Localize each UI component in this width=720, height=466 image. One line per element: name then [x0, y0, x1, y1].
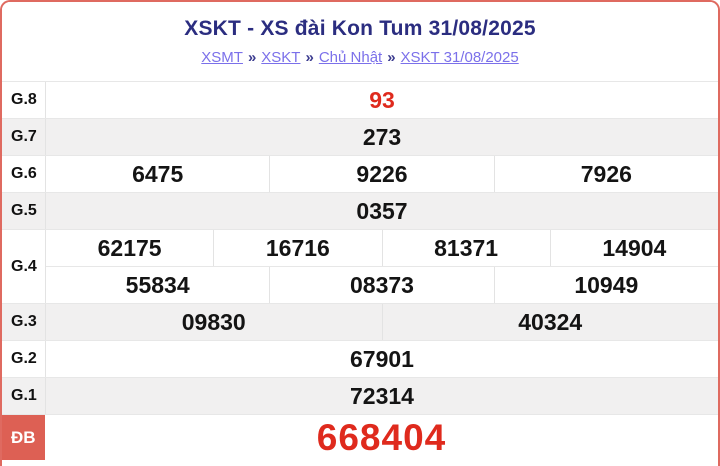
prize-values-g1: 72314 [45, 378, 718, 414]
breadcrumb-link-xskt[interactable]: XSKT [261, 49, 301, 66]
prize-number: 16716 [213, 230, 381, 266]
prize-values-g8: 93 [45, 82, 718, 118]
prize-values-g7: 273 [45, 119, 718, 155]
prize-line: 55834 08373 10949 [46, 266, 718, 303]
prize-number: 10949 [493, 267, 718, 303]
prize-row-g3: G.3 09830 40324 [2, 303, 718, 340]
prize-line: 6475 9226 7926 [46, 156, 718, 192]
prize-number: 81371 [381, 230, 550, 266]
prize-number: 273 [362, 123, 402, 150]
prize-label-db: ĐB [2, 415, 45, 460]
prize-row-g6: G.6 6475 9226 7926 [2, 155, 718, 192]
prize-label-g8: G.8 [11, 91, 37, 108]
prize-number: 9226 [269, 156, 493, 192]
prize-row-g1: G.1 72314 [2, 377, 718, 414]
prize-table: G.8 93 G.7 273 G.6 6475 9226 7926 G.5 0357 G.4 6217… [2, 81, 718, 460]
prize-number: 40324 [381, 304, 719, 340]
prize-label-g3: G.3 [11, 313, 37, 330]
prize-label-g1: G.1 [11, 387, 37, 404]
prize-line: 0357 [46, 193, 718, 229]
breadcrumb-link-chu-nhat[interactable]: Chủ Nhật [318, 49, 383, 66]
prize-row-g2: G.2 67901 [2, 340, 718, 377]
prize-label-g2: G.2 [11, 350, 37, 367]
prize-row-g4: G.4 62175 16716 81371 14904 55834 08373 10949 [2, 229, 718, 303]
prize-label-g5: G.5 [11, 202, 37, 219]
prize-number: 08373 [269, 267, 493, 303]
prize-label-g4: G.4 [11, 257, 37, 275]
prize-values-db: 668404 [45, 415, 718, 460]
prize-number: 09830 [181, 308, 246, 335]
prize-number: 93 [369, 86, 395, 113]
prize-values-g2: 67901 [45, 341, 718, 377]
prize-line: 09830 40324 [46, 304, 718, 340]
breadcrumb: XSMT» XSKT» Chủ Nhật» XSKT 31/08/2025 [2, 49, 718, 67]
prize-line: 62175 16716 81371 14904 [46, 230, 718, 266]
breadcrumb-link-xsmt[interactable]: XSMT [201, 49, 243, 66]
prize-row-g8: G.8 93 [2, 81, 718, 118]
prize-line: 668404 [45, 415, 718, 460]
prize-number: 55834 [125, 271, 190, 298]
breadcrumb-separator: » [247, 49, 257, 66]
prize-number: 62175 [97, 234, 162, 261]
breadcrumb-link-xskt-date[interactable]: XSKT 31/08/2025 [400, 49, 519, 66]
prize-line: 93 [46, 82, 718, 118]
prize-values-g5: 0357 [45, 193, 718, 229]
prize-number: 7926 [493, 156, 718, 192]
prize-line: 273 [46, 119, 718, 155]
page-title: XSKT - XS đài Kon Tum 31/08/2025 [184, 17, 536, 40]
prize-row-g7: G.7 273 [2, 118, 718, 155]
prize-line: 72314 [46, 378, 718, 414]
prize-values-g4: 62175 16716 81371 14904 55834 08373 10949 [45, 230, 718, 303]
prize-number: 6475 [132, 160, 184, 187]
prize-values-g6: 6475 9226 7926 [45, 156, 718, 192]
prize-label-g7: G.7 [11, 128, 37, 145]
prize-row-db: ĐB 668404 [2, 414, 718, 460]
prize-number: 0357 [356, 197, 408, 224]
prize-row-g5: G.5 0357 [2, 192, 718, 229]
prize-values-g3: 09830 40324 [45, 304, 718, 340]
breadcrumb-separator: » [305, 49, 314, 66]
prize-number: 14904 [549, 230, 718, 266]
prize-line: 67901 [46, 341, 718, 377]
breadcrumb-separator: » [387, 49, 396, 66]
prize-label-g6: G.6 [11, 165, 37, 182]
prize-number: 67901 [350, 345, 414, 372]
prize-number: 668404 [316, 416, 447, 458]
prize-number: 72314 [350, 382, 414, 409]
card-header: XSKT - XS đài Kon Tum 31/08/2025 XSMT» XS… [2, 2, 718, 81]
